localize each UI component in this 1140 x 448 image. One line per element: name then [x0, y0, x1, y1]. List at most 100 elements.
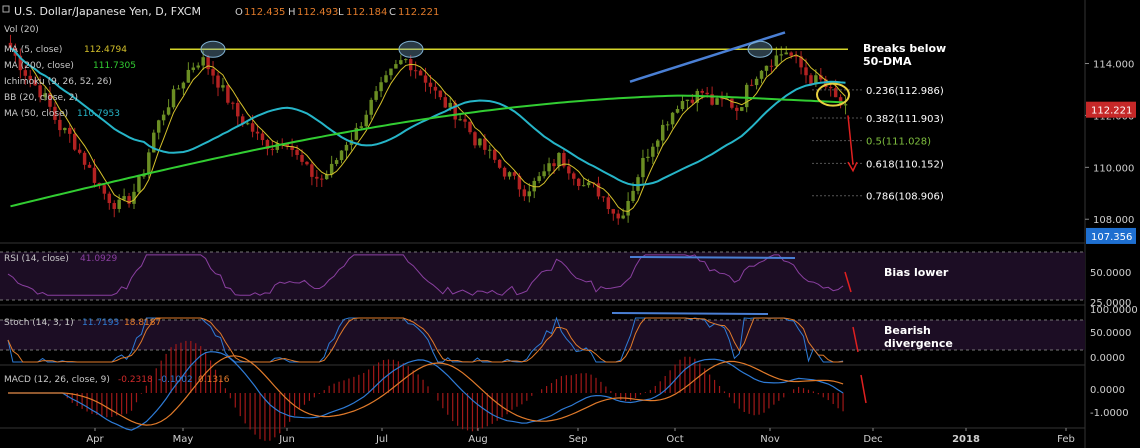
candle-body: [606, 197, 611, 210]
candle-body: [147, 152, 151, 174]
stoch-legend: Stoch (14, 3, 1) 11.7193 18.8187: [4, 318, 161, 328]
stoch-k-line: [7, 316, 844, 363]
candle-body: [221, 85, 225, 88]
candle-body: [112, 203, 116, 209]
indicator-legend: Vol (20) MA (5, close) 112.4794 MA (200,…: [4, 25, 136, 119]
rsi-line: [7, 254, 844, 296]
candle-body: [127, 196, 131, 204]
price-tick-label: 108.000: [1093, 215, 1134, 226]
candle-body: [764, 65, 769, 71]
candle-body: [428, 82, 433, 87]
ma200-label[interactable]: MA (200, close): [4, 61, 74, 71]
macd-label[interactable]: MACD (12, 26, close, 9): [4, 375, 110, 385]
candle-body: [542, 171, 546, 177]
candle-body: [418, 70, 423, 76]
price-tick-label: 114.000: [1093, 60, 1134, 71]
candle-body: [211, 69, 215, 76]
candle-body: [176, 88, 181, 90]
candle-body: [28, 75, 32, 80]
candle-body: [186, 69, 191, 83]
candle-body: [646, 156, 650, 158]
fib-levels: 0.236(112.986) 0.382(111.903) 0.5(111.028)…: [812, 86, 944, 203]
annotations: [170, 31, 858, 173]
candle-body: [611, 209, 616, 214]
sub-tick-label: 25.0000: [1090, 298, 1131, 309]
indicator-lines: [9, 47, 846, 213]
candle-body: [690, 99, 695, 103]
time-tick-label: Jul: [375, 434, 388, 445]
rsi-label[interactable]: RSI (14, close): [4, 254, 69, 264]
stoch-d-line: [7, 317, 844, 363]
candle-body: [769, 65, 774, 67]
candle-body: [196, 65, 200, 68]
time-tick-label: Jun: [278, 434, 295, 445]
bearish-line2: divergence: [884, 337, 953, 350]
candle-body: [651, 146, 655, 157]
symbol-title: U.S. Dollar/Japanese Yen, D, FXCM: [14, 5, 201, 18]
candle-body: [572, 173, 576, 179]
candle-body: [384, 75, 388, 83]
candle-body: [423, 75, 428, 83]
candle-body: [833, 88, 838, 98]
candle-body: [265, 140, 270, 149]
candle-body: [522, 189, 527, 197]
candle-body: [626, 200, 630, 216]
candle-body: [310, 164, 314, 177]
ma50-label[interactable]: MA (50, close): [4, 109, 68, 119]
candle-body: [324, 174, 329, 180]
open-value: 112.435: [244, 7, 285, 18]
candle-body: [329, 163, 334, 175]
candle-body: [77, 149, 82, 153]
fib-label: 0.5(111.028): [866, 137, 931, 148]
candle-body: [364, 114, 368, 127]
candle-body: [656, 140, 660, 147]
top-marker: [200, 40, 226, 58]
time-tick-label: Dec: [863, 434, 882, 445]
rsi-value: 41.0929: [80, 254, 117, 264]
price-arrow-head: [847, 161, 858, 173]
candle-body: [794, 55, 798, 57]
candle-body: [502, 167, 507, 177]
breaks-line2: 50-DMA: [863, 55, 912, 68]
header-bar: U.S. Dollar/Japanese Yen, D, FXCM O 112.…: [2, 5, 439, 18]
ma5-label[interactable]: MA (5, close): [4, 45, 62, 55]
candle-body: [201, 57, 205, 66]
candle-body: [369, 99, 373, 115]
fib-label: 0.618(110.152): [866, 159, 944, 170]
ma200-value: 111.7305: [93, 61, 136, 71]
ma5-value: 112.4794: [84, 45, 127, 55]
breaks-annotation: Breaks below 50-DMA: [863, 42, 946, 68]
trend-line: [629, 31, 786, 83]
bb-label[interactable]: BB (20, close, 2): [4, 93, 78, 103]
candle-body: [290, 146, 294, 150]
sub-tick-label: 50.0000: [1090, 328, 1131, 339]
candle-body: [488, 149, 492, 151]
collapse-icon[interactable]: [2, 5, 10, 13]
sub-tick-label: 100.0000: [1090, 305, 1138, 316]
time-tick-label: Apr: [86, 434, 104, 445]
low-price-label: 107.356: [1091, 232, 1132, 243]
candle-body: [117, 199, 121, 209]
ichimoku-label[interactable]: Ichimoku (9, 26, 52, 26): [4, 77, 112, 87]
stoch-trendline: [611, 312, 769, 315]
candle-body: [132, 191, 136, 204]
candle-body: [621, 215, 625, 219]
macd-legend: MACD (12, 26, close, 9) -0.2318 -0.1002 …: [4, 375, 230, 385]
candle-body: [433, 86, 438, 91]
vol-label[interactable]: Vol (20): [4, 25, 39, 35]
candle-body: [720, 98, 724, 100]
fib-label: 0.236(112.986): [866, 86, 944, 97]
stoch-label[interactable]: Stoch (14, 3, 1): [4, 318, 74, 328]
candle-body: [250, 123, 255, 132]
candle-body: [680, 101, 685, 110]
signal-line: [8, 355, 844, 426]
candle-body: [18, 55, 23, 71]
candle-body: [320, 178, 324, 180]
candle-body: [394, 64, 398, 69]
low-value: 112.184: [346, 7, 387, 18]
macd-v2: -0.1002: [158, 375, 193, 385]
time-tick-label: Sep: [569, 434, 588, 445]
candle-body: [596, 183, 601, 197]
time-tick-label: 2018: [952, 434, 980, 445]
